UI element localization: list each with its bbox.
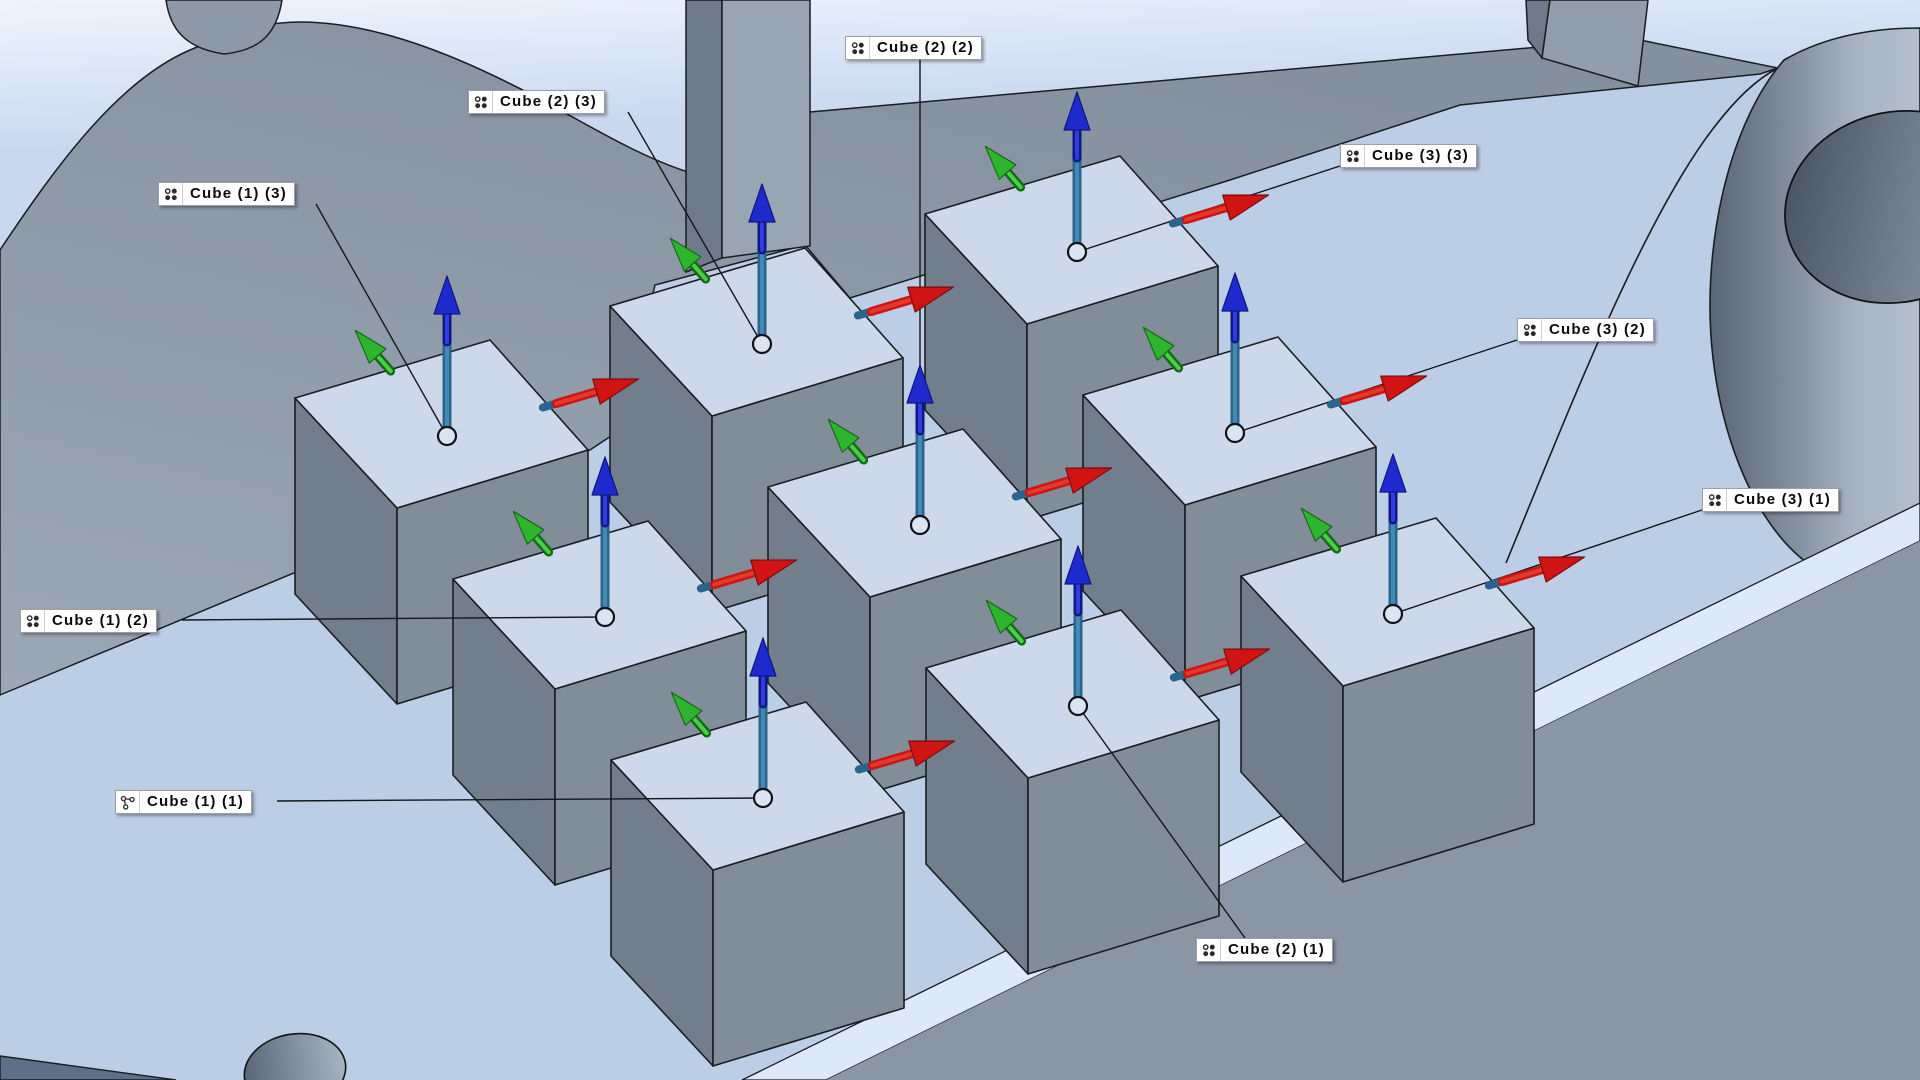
array-element-icon xyxy=(846,37,870,59)
cube-top-face[interactable] xyxy=(924,155,1219,325)
cube-1-1-label[interactable]: Cube (1) (1) xyxy=(115,790,252,814)
array-element-icon xyxy=(159,183,183,205)
array-element-icon xyxy=(21,610,45,632)
array-element-icon xyxy=(469,91,493,113)
cube-1-2-axes xyxy=(512,456,798,614)
attachment-point-circle xyxy=(1067,695,1089,717)
cube-3-1[interactable] xyxy=(1240,517,1535,883)
cube-3-2-label[interactable]: Cube (3) (2) xyxy=(1517,318,1654,342)
cube-1-3-label[interactable]: Cube (1) (3) xyxy=(158,182,295,206)
cube-top-face[interactable] xyxy=(925,609,1220,779)
array-element-icon xyxy=(1197,939,1221,961)
label-leader-line xyxy=(627,111,763,345)
cube-3-3-label[interactable]: Cube (3) (3) xyxy=(1340,144,1477,168)
cube-1-1[interactable] xyxy=(610,701,905,1067)
cube-3-3-axes xyxy=(984,91,1270,249)
cube-label-text: Cube (3) (2) xyxy=(1549,321,1646,338)
base-feature-link-icon xyxy=(116,791,140,813)
cube-label-text: Cube (1) (2) xyxy=(52,612,149,629)
attachment-point-circle xyxy=(594,606,616,628)
plate-hole[interactable] xyxy=(239,1026,351,1080)
attachment-point-circle xyxy=(752,787,774,809)
attachment-point-circle xyxy=(1224,422,1246,444)
cube-3-2-axes xyxy=(1142,272,1428,430)
slot-end-wall[interactable] xyxy=(165,0,283,55)
cube-2-1-label[interactable]: Cube (2) (1) xyxy=(1196,938,1333,962)
round-pocket-edge xyxy=(1505,67,1779,564)
label-leader-line xyxy=(315,203,448,437)
plate-edge-wedge[interactable] xyxy=(0,1055,177,1080)
attachment-point-circle xyxy=(751,333,773,355)
label-leader-line xyxy=(1077,705,1246,939)
label-leader-line xyxy=(181,616,606,621)
cube-1-2-label[interactable]: Cube (1) (2) xyxy=(20,609,157,633)
cube-label-text: Cube (2) (2) xyxy=(877,39,974,56)
attachment-point-circle xyxy=(1382,603,1404,625)
array-element-icon xyxy=(1518,319,1542,341)
cube-1-1-axes xyxy=(670,637,956,795)
cube-3-1-axes xyxy=(1300,453,1586,611)
cube-2-3-axes xyxy=(669,183,955,341)
cube-label-text: Cube (2) (1) xyxy=(1228,941,1325,958)
cube-2-1-axes xyxy=(985,545,1271,703)
cube-1-3-axes xyxy=(354,275,640,433)
cube-top-face[interactable] xyxy=(452,520,747,690)
cube-2-1[interactable] xyxy=(925,609,1220,975)
cube-label-text: Cube (2) (3) xyxy=(500,93,597,110)
attachment-point-circle xyxy=(1066,241,1088,263)
attachment-point-circle xyxy=(909,514,931,536)
attachment-point-circle xyxy=(436,425,458,447)
cube-2-3-label[interactable]: Cube (2) (3) xyxy=(468,90,605,114)
cube-top-face[interactable] xyxy=(1082,336,1377,506)
cube-2-2-label[interactable]: Cube (2) (2) xyxy=(845,36,982,60)
cube-top-face[interactable] xyxy=(609,247,904,417)
array-element-icon xyxy=(1703,489,1727,511)
cube-top-face[interactable] xyxy=(294,339,589,509)
cube-label-text: Cube (1) (1) xyxy=(147,793,244,810)
label-leader-line xyxy=(276,797,764,802)
cube-2-2-axes xyxy=(827,364,1113,522)
cube-top-face[interactable] xyxy=(767,428,1062,598)
cube-top-face[interactable] xyxy=(1240,517,1535,687)
small-boss-front-face[interactable] xyxy=(1541,0,1649,87)
cube-label-text: Cube (3) (1) xyxy=(1734,491,1831,508)
tall-boss-left-face[interactable] xyxy=(685,0,723,274)
cube-label-text: Cube (3) (3) xyxy=(1372,147,1469,164)
upper-deck-surface[interactable] xyxy=(0,0,1920,250)
cube-3-1-label[interactable]: Cube (3) (1) xyxy=(1702,488,1839,512)
cube-top-face[interactable] xyxy=(610,701,905,871)
tall-boss-front-face[interactable] xyxy=(721,0,811,259)
array-element-icon xyxy=(1341,145,1365,167)
cube-label-text: Cube (1) (3) xyxy=(190,185,287,202)
